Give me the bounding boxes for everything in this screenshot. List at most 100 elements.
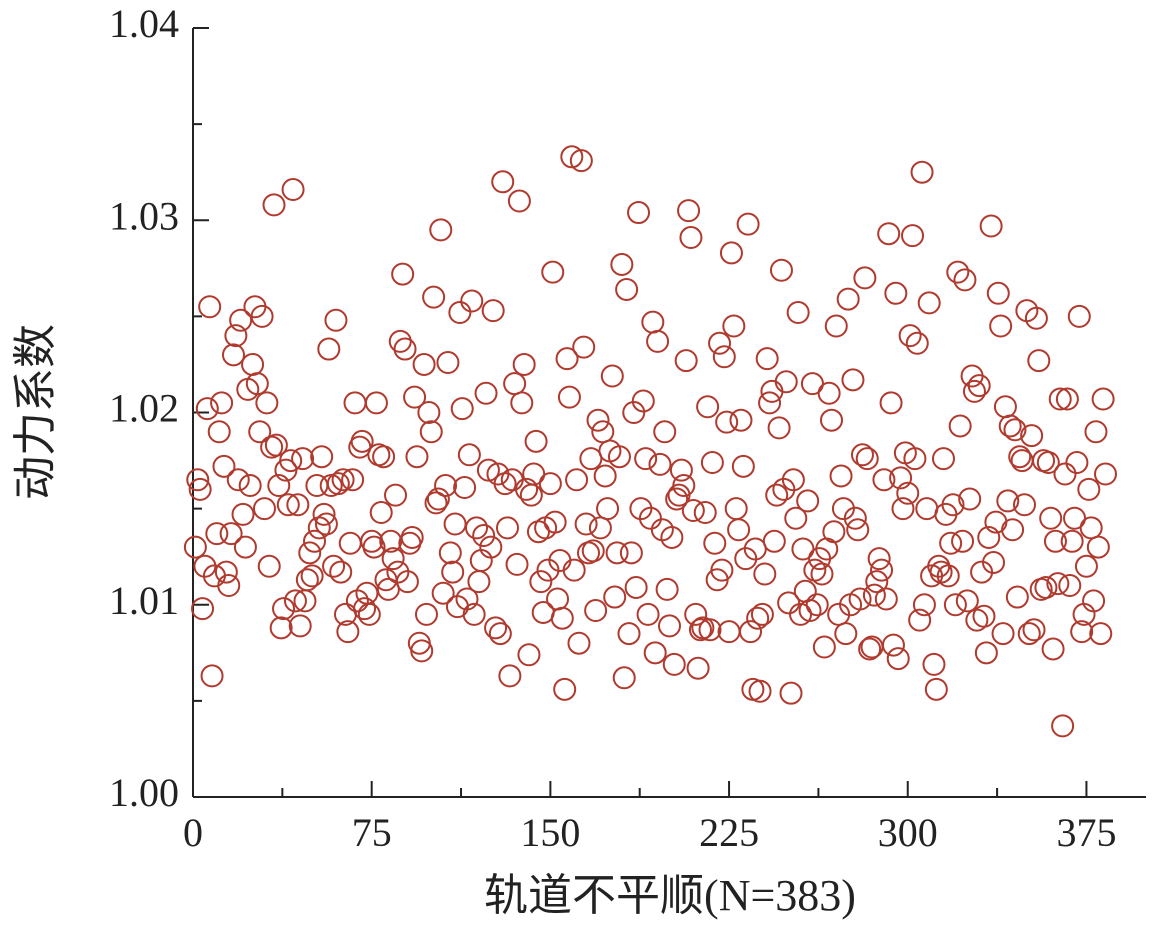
point [881, 633, 905, 657]
point [912, 593, 936, 617]
point [758, 391, 782, 415]
point [1008, 445, 1032, 469]
point [872, 468, 896, 492]
point [812, 635, 836, 659]
point [588, 516, 612, 540]
point [231, 502, 255, 526]
point [341, 468, 365, 492]
point [1082, 589, 1106, 613]
point [300, 564, 324, 588]
point [793, 579, 817, 603]
point [405, 445, 429, 469]
point [951, 529, 975, 553]
point [874, 587, 898, 611]
point [903, 447, 927, 471]
point [291, 447, 315, 471]
point [941, 493, 965, 517]
point [1034, 575, 1058, 599]
point [183, 535, 207, 559]
y-tick-label: 1.02 [109, 386, 179, 431]
point [865, 570, 889, 594]
point [617, 622, 641, 646]
point [739, 620, 763, 644]
point [760, 379, 784, 403]
point [591, 420, 615, 444]
point [303, 529, 327, 553]
point [884, 281, 908, 305]
point [1067, 304, 1091, 328]
point [212, 454, 236, 478]
point [660, 525, 684, 549]
point [746, 606, 770, 630]
point [600, 364, 624, 388]
point [636, 602, 660, 626]
point [510, 391, 534, 415]
point [515, 477, 539, 501]
point [658, 614, 681, 638]
point [1036, 450, 1060, 474]
point [853, 266, 877, 290]
point [233, 535, 257, 559]
point [376, 577, 400, 601]
point [250, 304, 274, 328]
point [245, 372, 269, 396]
x-tick-label: 375 [1056, 810, 1116, 855]
point [443, 512, 467, 536]
point [1012, 493, 1036, 517]
point [634, 447, 658, 471]
point [1053, 462, 1077, 486]
point [372, 445, 396, 469]
point [953, 268, 977, 292]
point [1022, 618, 1046, 642]
point [267, 474, 291, 498]
point [877, 222, 901, 246]
point [579, 447, 603, 471]
point [393, 337, 417, 361]
point [1089, 622, 1113, 646]
point [329, 560, 353, 584]
point [615, 277, 639, 301]
point [862, 583, 886, 607]
point [703, 531, 727, 555]
point [429, 218, 453, 242]
point [867, 547, 891, 571]
point [217, 574, 241, 598]
point [693, 500, 717, 524]
point [977, 525, 1001, 549]
point [474, 381, 498, 405]
point [519, 483, 543, 507]
point [560, 145, 584, 169]
point [982, 550, 1006, 574]
point [255, 391, 279, 415]
point [855, 447, 879, 471]
point [448, 301, 472, 325]
point [584, 599, 608, 623]
point [596, 497, 620, 521]
point [455, 587, 479, 611]
point [677, 199, 701, 223]
point [669, 458, 693, 482]
point [188, 477, 212, 501]
point [272, 597, 296, 621]
point [886, 647, 910, 671]
point [748, 679, 772, 703]
point [648, 452, 672, 476]
point [891, 497, 915, 521]
point [781, 468, 805, 492]
y-tick-label: 1.03 [109, 193, 179, 238]
point [350, 429, 374, 453]
point [317, 337, 341, 361]
point [1058, 574, 1082, 598]
point [931, 447, 955, 471]
point [241, 352, 265, 376]
point [567, 631, 591, 655]
point [603, 585, 627, 609]
point [638, 506, 662, 530]
point [417, 401, 441, 424]
x-tick-label: 75 [352, 810, 392, 855]
point [755, 347, 779, 371]
point [619, 541, 643, 565]
point [779, 681, 803, 705]
y-tick-label: 1.04 [109, 1, 179, 46]
point [1001, 518, 1025, 542]
